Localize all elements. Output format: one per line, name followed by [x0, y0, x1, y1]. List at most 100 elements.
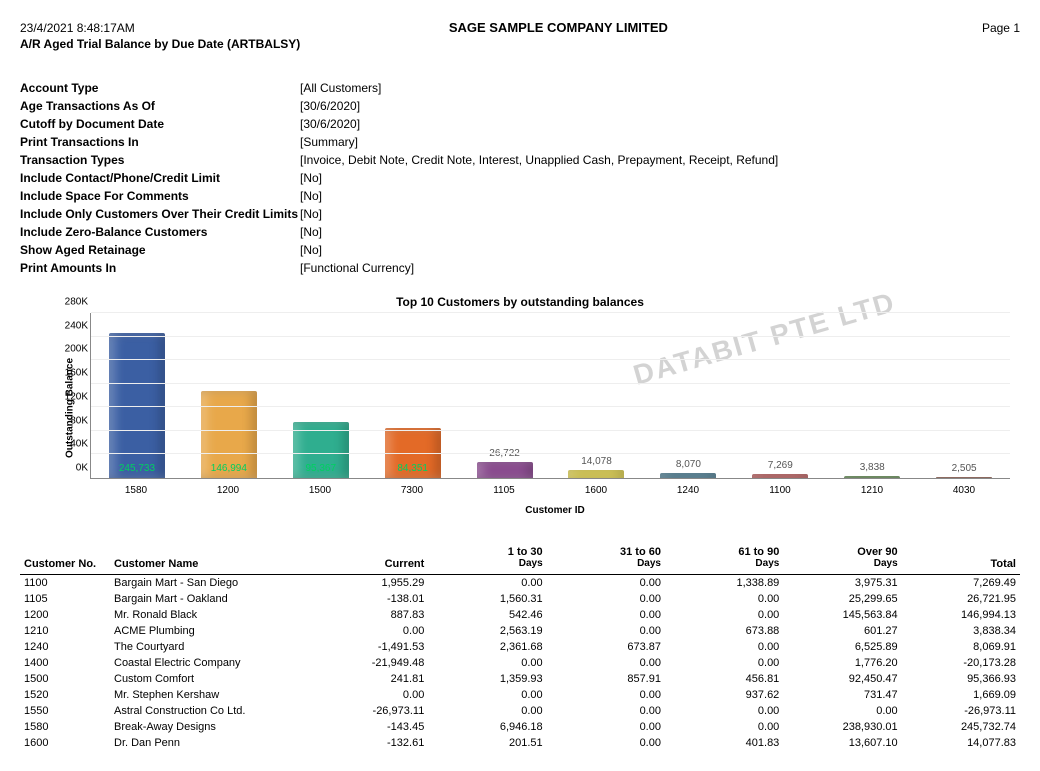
param-row: Account Type[All Customers]: [20, 79, 1020, 97]
table-cell: 673.88: [665, 623, 783, 639]
bar-value-label: 2,505: [952, 463, 977, 474]
table-header-cell: Total: [902, 544, 1020, 575]
table-cell: Break-Away Designs: [110, 719, 310, 735]
table-cell: 25,299.65: [783, 591, 901, 607]
table-cell: 1100: [20, 575, 110, 592]
aging-table: Customer No.Customer NameCurrent1 to 30D…: [20, 544, 1020, 751]
table-cell: 887.83: [310, 607, 428, 623]
bar-value-label: 84,351: [397, 463, 428, 474]
table-cell: 3,975.31: [783, 575, 901, 592]
x-label: 7300: [366, 479, 458, 503]
param-value: [No]: [300, 241, 322, 259]
table-cell: 0.00: [428, 687, 546, 703]
table-row: 1580Break-Away Designs-143.456,946.180.0…: [20, 719, 1020, 735]
table-cell: 0.00: [665, 639, 783, 655]
table-row: 1105Bargain Mart - Oakland-138.011,560.3…: [20, 591, 1020, 607]
grid-line: [91, 430, 1010, 431]
table-cell: 6,525.89: [783, 639, 901, 655]
table-cell: -21,949.48: [310, 655, 428, 671]
table-cell: 1105: [20, 591, 110, 607]
param-label: Age Transactions As Of: [20, 97, 300, 115]
table-cell: 1580: [20, 719, 110, 735]
table-cell: 0.00: [665, 591, 783, 607]
report-header: 23/4/2021 8:48:17AM SAGE SAMPLE COMPANY …: [20, 20, 1020, 35]
table-cell: 0.00: [783, 703, 901, 719]
grid-line: [91, 453, 1010, 454]
table-cell: -26,973.11: [310, 703, 428, 719]
table-cell: 7,269.49: [902, 575, 1020, 592]
table-cell: 0.00: [547, 575, 665, 592]
table-cell: 1,338.89: [665, 575, 783, 592]
table-cell: Bargain Mart - San Diego: [110, 575, 310, 592]
y-tick: 160K: [40, 368, 88, 379]
table-row: 1240The Courtyard-1,491.532,361.68673.87…: [20, 639, 1020, 655]
table-row: 1600Dr. Dan Penn-132.61201.510.00401.831…: [20, 735, 1020, 751]
x-axis-label: Customer ID: [90, 505, 1020, 516]
grid-line: [91, 383, 1010, 384]
table-row: 1550Astral Construction Co Ltd.-26,973.1…: [20, 703, 1020, 719]
report-title: A/R Aged Trial Balance by Due Date (ARTB…: [20, 37, 1020, 51]
param-value: [No]: [300, 205, 322, 223]
param-row: Include Zero-Balance Customers[No]: [20, 223, 1020, 241]
param-value: [30/6/2020]: [300, 97, 360, 115]
param-label: Transaction Types: [20, 151, 300, 169]
bar: 14,078: [568, 470, 624, 478]
y-tick: 240K: [40, 320, 88, 331]
table-cell: 2,361.68: [428, 639, 546, 655]
table-cell: 0.00: [547, 687, 665, 703]
param-label: Print Amounts In: [20, 259, 300, 277]
param-label: Include Only Customers Over Their Credit…: [20, 205, 300, 223]
table-cell: 0.00: [665, 719, 783, 735]
y-axis: 0K40K80K120K160K200K240K280K: [40, 313, 88, 479]
param-row: Print Transactions In[Summary]: [20, 133, 1020, 151]
param-value: [30/6/2020]: [300, 115, 360, 133]
y-tick: 200K: [40, 344, 88, 355]
table-cell: Dr. Dan Penn: [110, 735, 310, 751]
table-cell: 1550: [20, 703, 110, 719]
param-value: [No]: [300, 223, 322, 241]
table-row: 1400Coastal Electric Company-21,949.480.…: [20, 655, 1020, 671]
table-cell: 0.00: [665, 607, 783, 623]
table-cell: 238,930.01: [783, 719, 901, 735]
y-tick: 0K: [40, 463, 88, 474]
table-cell: 1500: [20, 671, 110, 687]
chart-title: Top 10 Customers by outstanding balances: [20, 295, 1020, 309]
param-value: [Invoice, Debit Note, Credit Note, Inter…: [300, 151, 778, 169]
table-cell: 601.27: [783, 623, 901, 639]
chart-area: DATABIT PTE LTD Outstanding Balance 0K40…: [90, 313, 1010, 503]
table-cell: 0.00: [547, 607, 665, 623]
table-cell: 6,946.18: [428, 719, 546, 735]
table-cell: 0.00: [547, 591, 665, 607]
param-value: [Functional Currency]: [300, 259, 414, 277]
table-cell: 8,069.91: [902, 639, 1020, 655]
bar: 2,505: [936, 477, 992, 478]
param-row: Include Space For Comments[No]: [20, 187, 1020, 205]
table-cell: 0.00: [428, 575, 546, 592]
table-cell: 1210: [20, 623, 110, 639]
table-cell: 1,560.31: [428, 591, 546, 607]
table-cell: 731.47: [783, 687, 901, 703]
table-header-cell: Current: [310, 544, 428, 575]
bar: 3,838: [844, 476, 900, 478]
table-cell: 1,359.93: [428, 671, 546, 687]
table-cell: -1,491.53: [310, 639, 428, 655]
table-cell: 456.81: [665, 671, 783, 687]
table-cell: -20,173.28: [902, 655, 1020, 671]
table-header-cell: Customer Name: [110, 544, 310, 575]
table-header-cell: 61 to 90Days: [665, 544, 783, 575]
param-value: [No]: [300, 169, 322, 187]
table-cell: -132.61: [310, 735, 428, 751]
table-cell: 542.46: [428, 607, 546, 623]
param-label: Cutoff by Document Date: [20, 115, 300, 133]
bar: 146,994: [201, 391, 257, 478]
table-cell: 857.91: [547, 671, 665, 687]
y-tick: 280K: [40, 297, 88, 308]
x-labels: 1580120015007300110516001240110012104030: [90, 479, 1010, 503]
table-cell: 146,994.13: [902, 607, 1020, 623]
aging-table-container: Customer No.Customer NameCurrent1 to 30D…: [20, 544, 1020, 751]
table-cell: 0.00: [428, 703, 546, 719]
grid-line: [91, 406, 1010, 407]
plot-area: 245,733146,99495,36784,35126,72214,0788,…: [90, 313, 1010, 479]
bar: 8,070: [660, 473, 716, 478]
company-name: SAGE SAMPLE COMPANY LIMITED: [135, 20, 982, 35]
